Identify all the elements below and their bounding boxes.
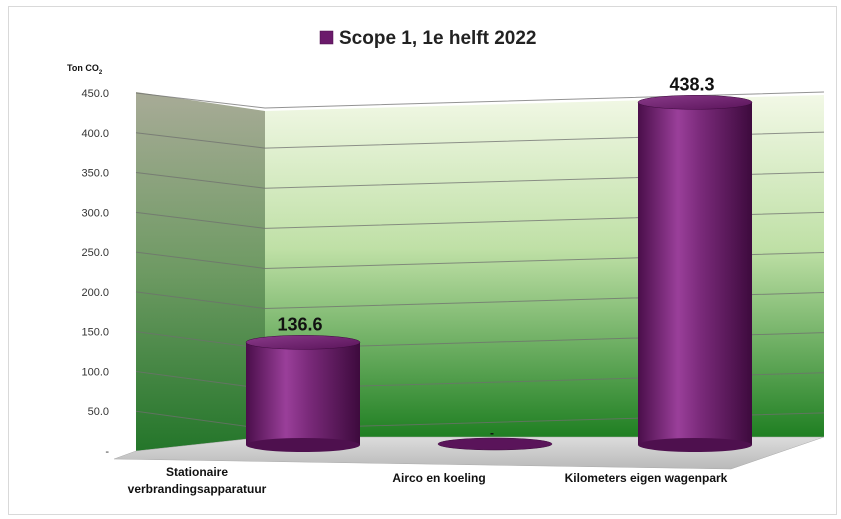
bar <box>638 102 752 446</box>
bar <box>437 437 553 451</box>
gridline <box>135 171 825 189</box>
y-tick-label: 400.0 <box>81 128 109 140</box>
gridline <box>135 291 825 310</box>
gridline <box>135 131 825 149</box>
bar <box>246 342 360 445</box>
legend-swatch <box>319 30 334 45</box>
y-tick-label: - <box>105 446 109 458</box>
bars: 136.6 - 438.3 <box>245 74 753 452</box>
bar-base <box>638 438 752 452</box>
bar-top <box>245 335 361 350</box>
gridline <box>135 91 825 109</box>
legend-label: Scope 1, 1e helft 2022 <box>339 28 537 49</box>
x-tick-label: Kilometers eigen wagenpark <box>565 471 728 485</box>
y-tick-label: 150.0 <box>81 327 109 339</box>
chart-frame: 450.0 400.0 350.0 300.0 250.0 200.0 150.0 100.0… <box>8 6 837 515</box>
data-label: - <box>490 426 494 440</box>
side-wall <box>136 92 265 451</box>
x-axis-labels: Stationaire verbrandingsapparatuur Airco e… <box>128 465 728 496</box>
y-tick-label: 200.0 <box>81 287 109 299</box>
data-label: 438.3 <box>669 74 714 94</box>
bar-top <box>637 95 753 110</box>
bar-chart: 450.0 400.0 350.0 300.0 250.0 200.0 150.0 100.0… <box>67 28 825 496</box>
y-tick-label: 100.0 <box>81 366 109 378</box>
y-axis-ticks: 450.0 400.0 350.0 300.0 250.0 200.0 150.0 100.0… <box>81 88 109 458</box>
y-tick-label: 250.0 <box>81 247 109 259</box>
gridline <box>135 211 825 229</box>
y-tick-label: 50.0 <box>88 406 109 418</box>
y-tick-label: 300.0 <box>81 207 109 219</box>
x-tick-label: Airco en koeling <box>392 471 485 485</box>
y-axis-label: Ton CO2 <box>67 63 103 76</box>
legend: Scope 1, 1e helft 2022 <box>319 28 537 49</box>
y-tick-label: 450.0 <box>81 88 109 100</box>
bar-base <box>246 438 360 452</box>
y-tick-label: 350.0 <box>81 168 109 180</box>
gridline <box>135 251 825 269</box>
x-tick-label: Stationaire verbrandingsapparatuur <box>128 465 267 496</box>
data-label: 136.6 <box>277 314 322 334</box>
